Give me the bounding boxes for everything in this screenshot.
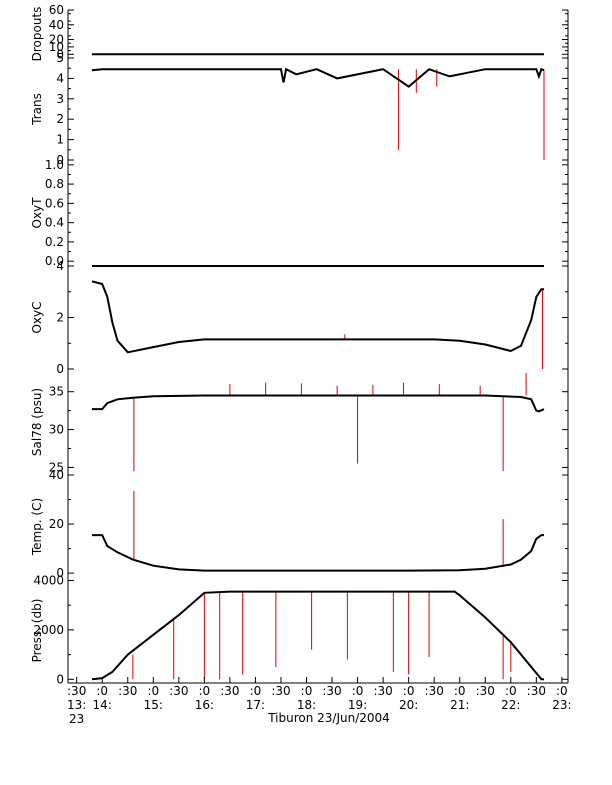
y-axis-label: Trans <box>30 93 44 126</box>
panel-3: 0.0 0.2 0.4 0.6 0.8 1.0 OxyT <box>30 158 569 268</box>
y-tick-label: 35 <box>49 385 64 399</box>
x-tick-label-top: :0 <box>147 684 159 698</box>
x-tick-label-top: :0 <box>505 684 517 698</box>
x-tick-label-top: :0 <box>403 684 415 698</box>
y-axis-label: OxyT <box>30 197 44 229</box>
y-tick-label: 2000 <box>33 623 64 637</box>
y-tick-label: 0.8 <box>45 177 64 191</box>
y-tick-label: 1.0 <box>45 158 64 172</box>
x-tick-label-top: :30 <box>220 684 239 698</box>
x-tick-label-top: :0 <box>556 684 568 698</box>
series-line <box>92 394 545 413</box>
y-tick-label: 3 <box>56 92 64 106</box>
x-tick-label-bot: 23 <box>69 712 84 726</box>
series-line <box>91 590 544 681</box>
y-tick-label: 0.2 <box>45 235 64 249</box>
y-tick-label: 4000 <box>33 573 64 587</box>
x-tick-label-top: :30 <box>271 684 290 698</box>
y-tick-label: 0 <box>56 153 64 167</box>
y-tick-label: 20 <box>49 33 64 47</box>
y-axis-label: Press. (db) <box>30 599 44 663</box>
y-tick-label: 0.0 <box>45 254 64 268</box>
y-tick-label: 10 <box>49 40 64 54</box>
x-tick-label-top: :0 <box>352 684 364 698</box>
y-tick-label: 0 <box>56 566 64 580</box>
panel-4: 0 2 4 OxyC <box>30 259 569 376</box>
panel-6: 0 20 40 Temp. (C) <box>30 468 569 580</box>
series-line <box>91 280 544 354</box>
y-tick-label: 4 <box>56 259 64 273</box>
y-tick-label: 4 <box>56 71 64 85</box>
panel-7: 0 2000 4000 Press. (db) <box>30 573 569 686</box>
x-tick-label-mid: 13: <box>67 698 86 712</box>
y-tick-label: 20 <box>49 517 64 531</box>
y-tick-label: 2 <box>56 311 64 325</box>
y-axis-label: Sal78 (psu) <box>30 388 44 456</box>
y-tick-label: 5 <box>56 51 64 65</box>
y-tick-label: 40 <box>49 468 64 482</box>
x-tick-label-mid: 19: <box>348 698 367 712</box>
y-tick-label: 30 <box>49 423 64 437</box>
x-tick-label-top: :30 <box>67 684 86 698</box>
x-tick-label-top: :30 <box>169 684 188 698</box>
x-tick-label-mid: 18: <box>297 698 316 712</box>
y-tick-label: 1 <box>56 133 64 147</box>
y-tick-label: 0 <box>56 362 64 376</box>
x-tick-label-mid: 15: <box>144 698 163 712</box>
panel-5: 25 30 35 Sal78 (psu) <box>30 369 569 475</box>
x-axis-caption: Tiburon 23/Jun/2004 <box>267 711 390 725</box>
y-tick-label: 0.6 <box>45 196 64 210</box>
y-tick-label: 2 <box>56 112 64 126</box>
x-tick-label-mid: 14: <box>93 698 112 712</box>
y-axis-label: Dropouts <box>30 7 44 62</box>
panel-2: 0 1 2 3 4 5 Trans <box>30 51 569 167</box>
x-tick-label-top: :30 <box>118 684 137 698</box>
y-tick-label: 60 <box>49 3 64 17</box>
y-tick-label: 0.4 <box>45 216 64 230</box>
x-tick-label-top: :30 <box>527 684 546 698</box>
series-line <box>91 67 545 88</box>
x-tick-label-top: :30 <box>322 684 341 698</box>
x-tick-label-top: :30 <box>476 684 495 698</box>
y-tick-label: 0 <box>56 672 64 686</box>
x-tick-label-top: :0 <box>96 684 108 698</box>
x-tick-label-top: :30 <box>373 684 392 698</box>
panels: 010204060Dropouts012345Trans0.00.20.40.6… <box>30 3 569 686</box>
x-tick-label-top: :0 <box>454 684 466 698</box>
x-tick-label-mid: 23: <box>552 698 571 712</box>
y-tick-label: 40 <box>49 18 64 32</box>
x-tick-label-mid: 16: <box>195 698 214 712</box>
y-tick-label: 0 <box>56 47 64 61</box>
x-tick-label-top: :30 <box>425 684 444 698</box>
y-axis-label: OxyC <box>30 301 44 333</box>
x-tick-label-mid: 20: <box>399 698 418 712</box>
y-axis-label: Temp. (C) <box>30 498 44 556</box>
x-tick-label-mid: 17: <box>246 698 265 712</box>
y-tick-label: 25 <box>49 460 64 474</box>
x-axis: :3013:23:014::30:015::30:016::30:017::30… <box>67 677 572 726</box>
x-tick-label-mid: 21: <box>450 698 469 712</box>
x-tick-label-top: :0 <box>250 684 262 698</box>
x-tick-label-mid: 22: <box>501 698 520 712</box>
x-tick-label-top: :0 <box>199 684 211 698</box>
x-tick-label-top: :0 <box>301 684 313 698</box>
series-line <box>92 534 544 572</box>
